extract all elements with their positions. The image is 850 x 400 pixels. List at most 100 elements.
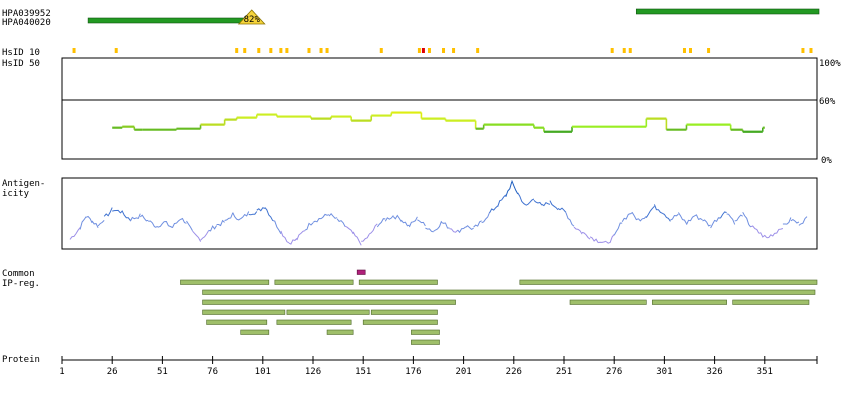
hsid-mark: [257, 48, 261, 53]
ip-region-bar[interactable]: [326, 329, 354, 335]
hsid-mark: [269, 48, 273, 53]
antigenicity-trace: [129, 213, 141, 222]
antibody-bars: 82%: [87, 8, 820, 25]
ip-region-bar[interactable]: [202, 299, 456, 305]
ip-region-bar[interactable]: [358, 279, 438, 285]
ip-region-bar[interactable]: [276, 319, 352, 325]
antigenicity-trace: [790, 219, 800, 224]
antigenicity-trace: [782, 217, 792, 225]
antigenicity-trace: [256, 207, 265, 212]
antigenicity-trace: [119, 210, 131, 221]
antigenicity-trace: [557, 207, 567, 213]
antigenicity-trace: [312, 217, 322, 223]
antigenicity-trace: [336, 218, 346, 227]
ip-region-bar[interactable]: [370, 309, 438, 315]
ip-region-bar[interactable]: [202, 289, 816, 295]
antigenicity-trace: [200, 230, 210, 241]
ip-region-bar[interactable]: [732, 299, 810, 305]
hsid-mark: [707, 48, 711, 53]
antigenicity-trace: [180, 217, 187, 224]
antigenicity-trace: [417, 219, 426, 227]
antigenicity-trace: [91, 220, 99, 229]
antigenicity-trace: [662, 212, 671, 222]
hsid-mark: [285, 48, 289, 53]
axis-tick-label: 51: [157, 367, 168, 377]
ip-region-bar[interactable]: [206, 319, 268, 325]
antigenicity-label-line1: Antigen-: [2, 179, 45, 189]
ip-region-bar[interactable]: [652, 299, 727, 305]
antigenicity-trace: [208, 225, 218, 232]
ip-region-bar[interactable]: [286, 309, 370, 315]
axis-tick-label: 76: [207, 367, 218, 377]
antigenicity-trace: [156, 221, 165, 228]
antigenicity-trace: [630, 211, 639, 221]
antibody-score-badge: [237, 9, 266, 25]
antigenicity-trace: [465, 225, 474, 231]
antigenicity-trace: [505, 181, 513, 198]
ip-region-bar[interactable]: [411, 329, 440, 335]
axis-tick-label: 326: [706, 367, 722, 377]
antigenicity-trace: [613, 222, 623, 236]
ip-region-bar[interactable]: [274, 279, 354, 285]
axis-tick-label: 126: [305, 367, 321, 377]
ip-region-bar[interactable]: [240, 329, 270, 335]
antibody-bar[interactable]: [87, 17, 252, 24]
hsid-mark: [114, 48, 118, 53]
antigenicity-trace: [750, 225, 760, 234]
antigenicity-trace: [766, 232, 776, 239]
antigenicity-trace: [581, 231, 591, 240]
antigenicity-trace: [425, 227, 434, 233]
ip-region-bar[interactable]: [569, 299, 647, 305]
hsid-mark: [688, 48, 692, 53]
antigenicity-trace: [400, 219, 410, 227]
antigenicity-trace: [232, 212, 241, 221]
antigenicity-trace: [361, 234, 370, 242]
antigenicity-trace: [511, 180, 519, 195]
antigenicity-trace: [565, 212, 575, 227]
hsid-10-label: HsID 10: [2, 48, 40, 58]
antigenicity-trace: [103, 207, 113, 217]
hsid-mark: [801, 48, 805, 53]
hsid-mark: [379, 48, 383, 53]
ip-region-bar[interactable]: [202, 309, 286, 315]
axis-tick-label: 251: [556, 367, 572, 377]
antigenicity-trace: [69, 227, 81, 240]
ip-region-bar[interactable]: [180, 279, 270, 285]
antigenicity-trace: [758, 232, 768, 239]
axis-tick-label: 176: [405, 367, 421, 377]
antigenicity-trace: [598, 240, 607, 244]
conservation-label-mid: 60%: [819, 97, 836, 107]
antigenicity-trace: [171, 219, 181, 229]
antigenicity-trace: [702, 219, 711, 227]
ip-region-bar[interactable]: [519, 279, 818, 285]
antigenicity-trace: [85, 215, 93, 224]
antigenicity-trace: [328, 213, 338, 219]
hsid-mark: [235, 48, 239, 53]
ip-region-bar[interactable]: [362, 319, 438, 325]
antigenicity-trace: [449, 228, 458, 233]
conservation-segments: [112, 111, 765, 133]
antibody-label-1[interactable]: HPA039952: [2, 9, 51, 19]
antigenicity-trace: [148, 220, 157, 228]
antigenicity-trace: [272, 220, 282, 235]
antigenicity-trace: [533, 200, 543, 206]
hsid-mark: [628, 48, 632, 53]
antigenicity-trace: [79, 216, 87, 230]
antigenicity-trace: [605, 234, 615, 244]
hsid-mark: [72, 48, 76, 53]
antigenicity-trace: [433, 220, 442, 232]
antigenicity-trace: [384, 215, 394, 222]
ip-region-bar[interactable]: [411, 339, 440, 345]
axis-tick-label: 26: [107, 367, 118, 377]
hsid-mark-red: [421, 48, 425, 53]
common-ip-label-line2: IP-reg.: [2, 279, 40, 289]
antigenicity-trace: [497, 194, 507, 207]
antibody-bar[interactable]: [635, 8, 820, 15]
antibody-label-2[interactable]: HPA040020: [2, 18, 51, 28]
antigenicity-trace: [694, 214, 703, 221]
antigenicity-trace: [726, 213, 736, 225]
axis-tick-label: 101: [255, 367, 271, 377]
antigenicity-trace: [186, 220, 193, 232]
protein-axis-ticks: 1 26 51 76 101 126 151 176 201 226 251 276 301 326 351: [59, 356, 818, 377]
